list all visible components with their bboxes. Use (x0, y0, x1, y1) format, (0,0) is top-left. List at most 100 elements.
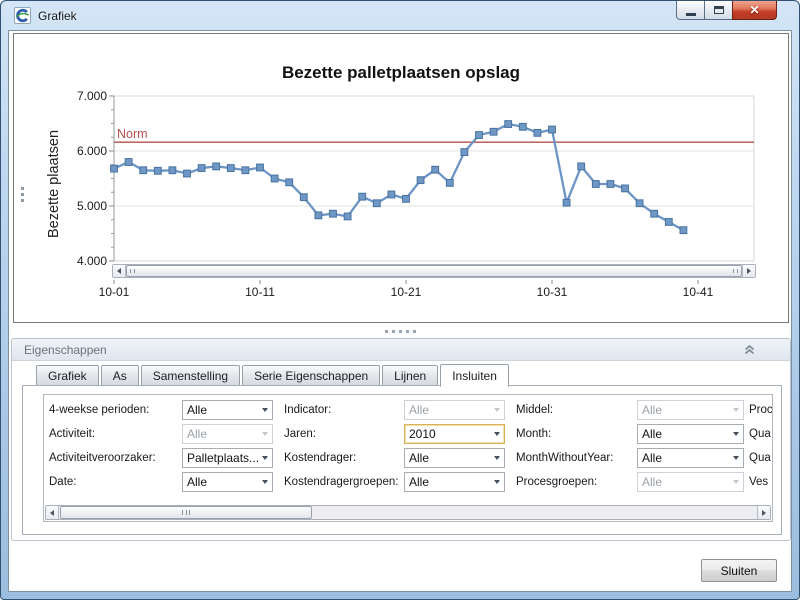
tab-page-insluiten: 4-weekse perioden: Alle Indicator: Alle Midd… (22, 385, 782, 535)
thumb-grip (182, 510, 190, 515)
x-tick-label: 10-01 (99, 285, 130, 299)
plot-border (113, 95, 755, 262)
filter-dropdown-middel: Alle (637, 400, 744, 420)
data-point (402, 194, 410, 203)
collapse-panel-button[interactable] (740, 342, 758, 358)
data-point (139, 166, 148, 175)
filter-dropdown-month[interactable]: Alle (637, 424, 744, 444)
close-button[interactable]: ✕ (732, 1, 777, 20)
filter-dropdown-jaren[interactable]: 2010 (404, 424, 505, 444)
data-point (197, 164, 206, 172)
tab-grafiek[interactable]: Grafiek (36, 365, 99, 386)
filter-dropdown-4-weekse-perioden[interactable]: Alle (182, 400, 273, 420)
norm-line-label: Norm (117, 127, 148, 141)
tab-insluiten[interactable]: Insluiten (440, 364, 509, 387)
data-point (372, 199, 381, 208)
minimize-icon (685, 12, 696, 16)
minimize-button[interactable] (676, 1, 705, 20)
filter-scrollbar-thumb[interactable] (60, 506, 312, 519)
dropdown-value: Alle (642, 403, 663, 417)
properties-panel: Eigenschappen Grafiek As Samenstelling Seri… (11, 338, 791, 541)
tab-lijnen[interactable]: Lijnen (382, 365, 439, 386)
x-tick-label: 10-31 (537, 285, 568, 299)
sluiten-button[interactable]: Sluiten (701, 559, 777, 582)
data-point (153, 166, 162, 175)
filter-horizontal-scrollbar[interactable] (45, 505, 771, 520)
chevron-down-icon (490, 408, 504, 412)
app-icon (14, 7, 31, 24)
chevron-down-icon (258, 432, 272, 436)
dropdown-value: Alle (187, 403, 208, 417)
dropdown-value: Alle (409, 475, 430, 489)
range-grip-left[interactable] (130, 269, 135, 273)
filter-label: Kostendragergroepen: (284, 476, 399, 488)
y-tick-label: 5.000 (77, 199, 107, 213)
x-tick-label: 10-11 (245, 285, 275, 299)
filter-label: Kostendrager: (284, 452, 357, 464)
data-point (329, 209, 337, 218)
range-grip-right[interactable] (733, 269, 738, 273)
data-point (256, 163, 264, 172)
x-tick-label: 10-21 (391, 285, 422, 299)
filter-label: Activiteit: (49, 428, 96, 440)
chart-panel: Bezette palletplaatsen opslag Bezette pla… (13, 33, 789, 323)
chevron-down-icon (258, 480, 272, 484)
window-controls: ✕ (676, 1, 777, 20)
data-point (431, 165, 440, 174)
filter-dropdown-date[interactable]: Alle (182, 472, 273, 492)
data-point (606, 180, 615, 188)
filter-dropdown-activiteit: Alle (182, 424, 273, 444)
filter-label: 4-weekse perioden: (49, 404, 150, 416)
tab-samenstelling[interactable]: Samenstelling (140, 365, 241, 386)
data-point (416, 176, 425, 185)
filter-dropdown-activiteitveroorzaker[interactable]: Palletplaats... (182, 448, 273, 468)
filter-label: Qua (749, 428, 771, 440)
data-point (270, 174, 279, 183)
filter-dropdown-indicator: Alle (404, 400, 505, 420)
data-point (445, 179, 454, 187)
filter-scroll-left-button[interactable] (46, 506, 59, 519)
data-point (110, 164, 118, 173)
chart-scrollbar-thumb[interactable] (126, 265, 742, 277)
filter-dropdown-monthwithoutyear[interactable]: Alle (637, 448, 744, 468)
filter-label: Activiteitveroorzaker: (49, 452, 156, 464)
tab-as[interactable]: As (100, 365, 139, 386)
filter-dropdown-kostendrager[interactable]: Alle (404, 448, 505, 468)
filter-scroll-right-button[interactable] (757, 506, 770, 519)
data-point (168, 166, 177, 175)
filter-label: Ves (749, 476, 769, 488)
filter-label: MonthWithoutYear: (516, 452, 614, 464)
data-point (577, 162, 586, 171)
data-point (679, 226, 688, 235)
horizontal-splitter[interactable] (9, 325, 791, 337)
chart-horizontal-scrollbar[interactable] (112, 264, 756, 278)
chevron-double-up-icon (744, 345, 754, 355)
data-point (460, 148, 469, 156)
arrow-right-icon (747, 268, 751, 274)
vertical-splitter-grip[interactable] (21, 187, 25, 205)
titlebar[interactable]: Grafiek ✕ (1, 1, 799, 30)
properties-panel-header[interactable]: Eigenschappen (12, 339, 790, 361)
chart-scroll-right-button[interactable] (742, 265, 755, 277)
chart-scroll-left-button[interactable] (113, 265, 126, 277)
data-point (241, 166, 250, 175)
properties-panel-title: Eigenschappen (24, 342, 107, 357)
data-point (314, 211, 323, 220)
data-point (635, 199, 644, 208)
dropdown-value: Alle (409, 403, 430, 417)
data-point (358, 192, 367, 201)
filter-label: Indicator: (284, 404, 332, 416)
properties-tab-strip: Grafiek As Samenstelling Serie Eigenschappe… (36, 364, 511, 387)
data-point (343, 212, 352, 221)
maximize-button[interactable] (705, 1, 732, 20)
filter-dropdown-procesgroepen: Alle (637, 472, 744, 492)
data-point (285, 178, 294, 187)
arrow-right-icon (762, 509, 766, 516)
filter-scrollbar-track[interactable] (59, 506, 757, 519)
chevron-down-icon (490, 480, 504, 484)
tab-serie-eigenschappen[interactable]: Serie Eigenschappen (242, 365, 381, 386)
chevron-down-icon (729, 480, 743, 484)
filter-dropdown-kostendragergroepen[interactable]: Alle (404, 472, 505, 492)
data-point (533, 128, 542, 137)
data-point (548, 125, 556, 134)
